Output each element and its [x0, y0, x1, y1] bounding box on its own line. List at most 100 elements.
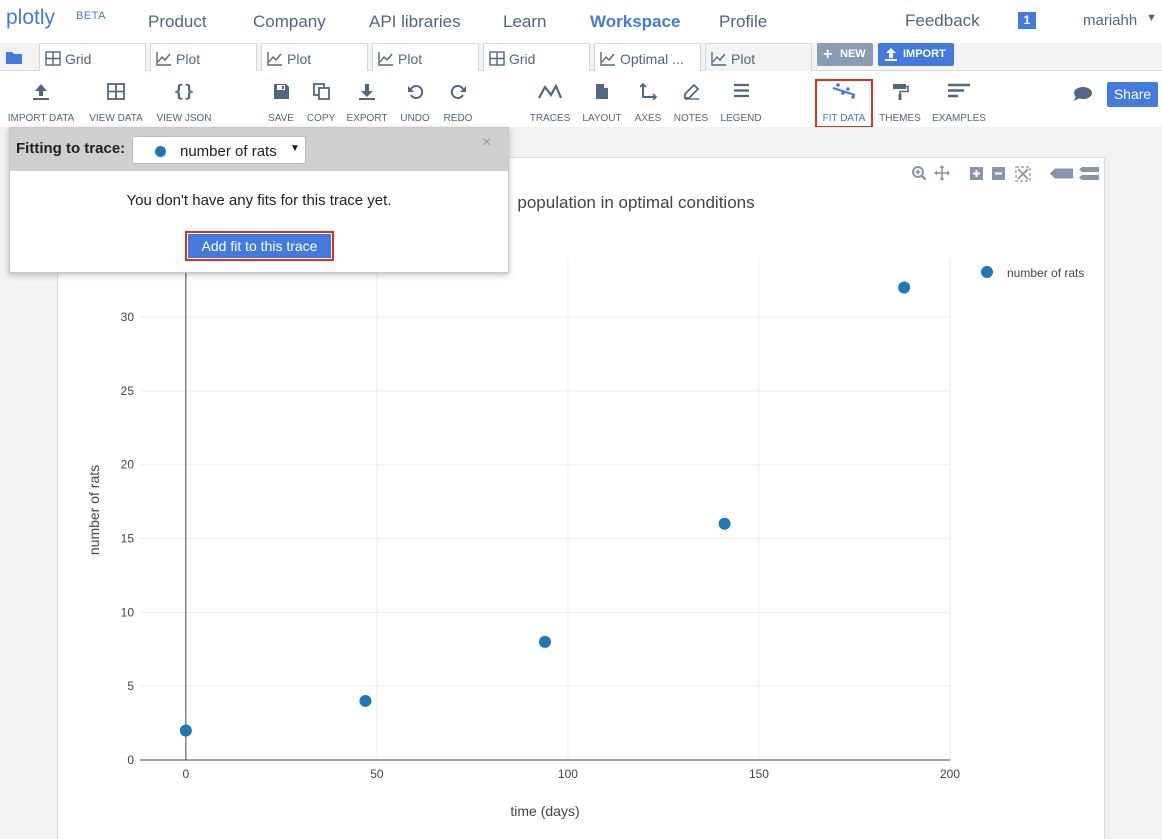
comment-icon[interactable] — [1073, 86, 1093, 107]
undo-button[interactable]: UNDO — [400, 79, 430, 124]
trace-select-dropdown[interactable]: number of rats ▼ — [132, 136, 306, 164]
plus-icon: + — [823, 46, 833, 63]
new-button[interactable]: + NEW — [817, 43, 873, 66]
fit-data-icon — [827, 83, 861, 105]
x-tick-label: 150 — [749, 767, 769, 781]
upload-icon — [16, 83, 66, 105]
fit-panel-header: Fitting to trace: number of rats ▼ × — [10, 128, 508, 171]
add-fit-highlight — [185, 231, 334, 261]
tick-labels: 0 50 100 150 200 0 5 10 15 20 25 30 — [121, 310, 961, 781]
download-icon — [351, 83, 383, 105]
themes-button[interactable]: THEMES — [879, 79, 921, 124]
user-menu[interactable]: mariahh — [1083, 12, 1138, 29]
line-chart-icon — [600, 51, 616, 69]
close-icon[interactable]: × — [482, 134, 492, 151]
import-button[interactable]: IMPORT — [878, 43, 954, 66]
x-tick-label: 0 — [183, 767, 190, 781]
file-tab-grid[interactable]: Grid — [39, 43, 146, 71]
add-fit-button[interactable]: Add fit to this trace — [188, 234, 331, 258]
fit-data-panel: Fitting to trace: number of rats ▼ × You… — [9, 127, 509, 273]
upload-icon — [885, 43, 897, 68]
chart-grid — [140, 258, 951, 760]
file-tab-label: Grid — [65, 51, 92, 67]
chart-title: population in optimal conditions — [517, 193, 754, 212]
y-tick-label: 30 — [121, 310, 135, 324]
top-navigation: plotly BETA Product Company API librarie… — [0, 0, 1162, 43]
nav-link-workspace[interactable]: Workspace — [590, 12, 681, 31]
plotly-logo[interactable]: plotly — [6, 6, 56, 29]
feedback-link[interactable]: Feedback — [905, 11, 980, 30]
beta-badge: BETA — [76, 10, 106, 22]
data-point[interactable] — [359, 694, 372, 707]
examples-icon — [941, 83, 977, 105]
nav-link-api-libraries[interactable]: API libraries — [369, 12, 461, 31]
notification-badge[interactable]: 1 — [1018, 12, 1036, 29]
plot-modebar — [910, 165, 1105, 183]
document-icon — [588, 83, 616, 105]
data-point[interactable] — [718, 517, 731, 530]
toolbar: IMPORT DATA VIEW DATA {} VIEW JSON SAVE … — [0, 71, 1162, 127]
redo-button[interactable]: REDO — [444, 79, 472, 124]
x-tick-label: 200 — [940, 767, 960, 781]
chevron-down-icon[interactable]: ▼ — [1146, 12, 1157, 24]
share-button[interactable]: Share — [1107, 82, 1158, 107]
file-tab-plot[interactable]: Plot — [372, 43, 479, 71]
file-tab-plot[interactable]: Plot — [261, 43, 368, 71]
view-json-button[interactable]: {} VIEW JSON — [156, 82, 212, 124]
trace-line-icon — [533, 83, 567, 105]
nav-link-product[interactable]: Product — [148, 12, 207, 31]
traces-button[interactable]: TRACES — [530, 79, 570, 124]
data-point[interactable] — [179, 724, 192, 737]
file-tab-plot[interactable]: Plot — [150, 43, 257, 71]
zoom-in-icon[interactable] — [970, 167, 983, 180]
no-fits-message: You don't have any fits for this trace y… — [126, 192, 392, 209]
y-tick-label: 0 — [127, 753, 134, 767]
file-tab-plot-active[interactable]: Plot — [705, 43, 812, 71]
file-tab-label: Plot — [731, 51, 756, 67]
zoom-icon[interactable] — [912, 166, 927, 181]
import-data-button[interactable]: IMPORT DATA — [8, 79, 74, 124]
x-tick-label: 100 — [558, 767, 578, 781]
legend[interactable]: number of rats — [981, 266, 1084, 280]
fit-data-button[interactable]: FIT DATA — [823, 79, 865, 124]
copy-button[interactable]: COPY — [307, 79, 335, 124]
line-chart-icon — [267, 51, 283, 69]
pan-icon[interactable] — [934, 165, 950, 181]
y-axis-title: number of rats — [86, 465, 102, 555]
file-tab-strip: Grid Plot Plot Plot Grid Optimal ... Plo… — [0, 43, 1162, 71]
data-point[interactable] — [539, 635, 551, 648]
file-tab-grid[interactable]: Grid — [483, 43, 590, 71]
hover-closest-icon[interactable] — [1050, 168, 1073, 179]
nav-link-profile[interactable]: Profile — [719, 12, 768, 31]
nav-link-company[interactable]: Company — [253, 12, 326, 31]
y-tick-label: 15 — [121, 532, 135, 546]
layout-button[interactable]: LAYOUT — [582, 79, 622, 124]
y-tick-label: 25 — [121, 384, 135, 398]
undo-icon — [402, 83, 428, 105]
data-point[interactable] — [898, 281, 911, 294]
axes-button[interactable]: AXES — [635, 79, 661, 124]
legend-button[interactable]: LEGEND — [720, 79, 762, 124]
nav-link-learn[interactable]: Learn — [503, 12, 547, 31]
zoom-out-icon[interactable] — [992, 167, 1005, 180]
hover-compare-icon[interactable] — [1079, 167, 1099, 180]
export-button[interactable]: EXPORT — [347, 79, 387, 124]
fit-panel-title: Fitting to trace: — [16, 140, 126, 157]
autoscale-icon[interactable] — [1015, 166, 1031, 182]
axes-icon — [636, 83, 660, 105]
file-tab-label: Optimal ... — [620, 51, 684, 67]
notes-button[interactable]: NOTES — [674, 79, 708, 124]
grid-icon — [45, 51, 61, 69]
paint-roller-icon — [885, 83, 915, 105]
folder-icon[interactable] — [6, 51, 22, 69]
y-tick-label: 20 — [121, 458, 135, 472]
copy-icon — [307, 83, 335, 105]
view-data-button[interactable]: VIEW DATA — [89, 79, 143, 124]
line-chart-icon — [711, 51, 727, 69]
save-button[interactable]: SAVE — [268, 79, 294, 124]
examples-button[interactable]: EXAMPLES — [932, 79, 986, 124]
legend-label: number of rats — [1007, 266, 1084, 280]
file-tab-label: Grid — [509, 51, 536, 67]
file-tab-optimal[interactable]: Optimal ... — [594, 43, 701, 71]
list-icon — [726, 83, 756, 105]
